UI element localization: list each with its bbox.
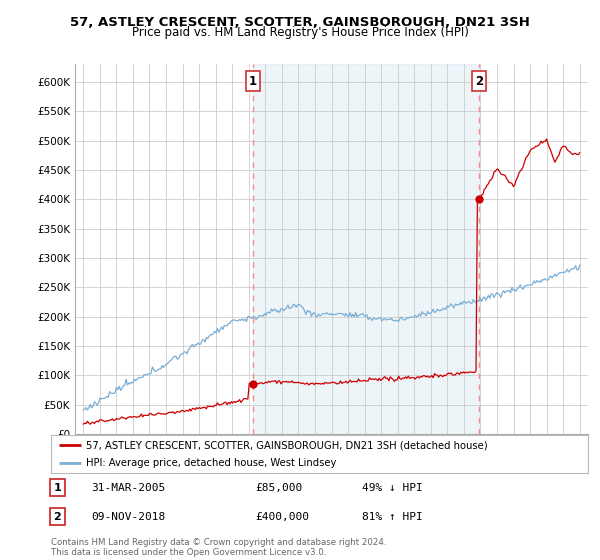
- Bar: [253, 64, 479, 434]
- Text: 2: 2: [53, 512, 61, 522]
- Text: HPI: Average price, detached house, West Lindsey: HPI: Average price, detached house, West…: [86, 458, 336, 468]
- Text: 81% ↑ HPI: 81% ↑ HPI: [362, 512, 423, 522]
- Text: 57, ASTLEY CRESCENT, SCOTTER, GAINSBOROUGH, DN21 3SH (detached house): 57, ASTLEY CRESCENT, SCOTTER, GAINSBOROU…: [86, 440, 488, 450]
- Text: 31-MAR-2005: 31-MAR-2005: [91, 483, 166, 493]
- Text: £400,000: £400,000: [255, 512, 309, 522]
- Text: 2: 2: [475, 74, 483, 87]
- Text: £85,000: £85,000: [255, 483, 302, 493]
- Text: Price paid vs. HM Land Registry's House Price Index (HPI): Price paid vs. HM Land Registry's House …: [131, 26, 469, 39]
- Text: 1: 1: [249, 74, 257, 87]
- Text: 1: 1: [53, 483, 61, 493]
- Text: 57, ASTLEY CRESCENT, SCOTTER, GAINSBOROUGH, DN21 3SH: 57, ASTLEY CRESCENT, SCOTTER, GAINSBOROU…: [70, 16, 530, 29]
- Text: Contains HM Land Registry data © Crown copyright and database right 2024.
This d: Contains HM Land Registry data © Crown c…: [51, 538, 386, 557]
- Text: 49% ↓ HPI: 49% ↓ HPI: [362, 483, 423, 493]
- Text: 09-NOV-2018: 09-NOV-2018: [91, 512, 166, 522]
